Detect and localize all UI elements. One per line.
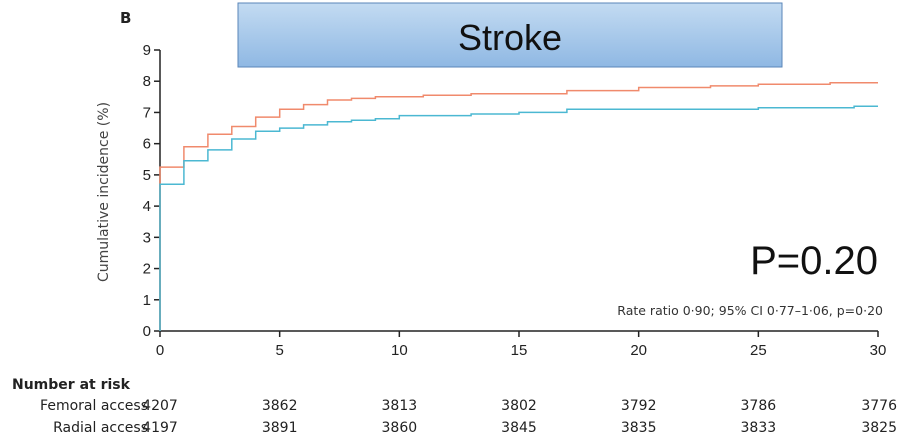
x-tick-label: 25 [750, 342, 767, 359]
risk-value: 3862 [262, 398, 298, 414]
risk-value: 3802 [501, 398, 537, 414]
chart-title: Stroke [458, 17, 562, 58]
risk-value: 3792 [621, 398, 657, 414]
y-tick-label: 5 [143, 167, 151, 184]
y-tick-label: 1 [143, 292, 151, 309]
rate-ratio-annotation: Rate ratio 0·90; 95% CI 0·77–1·06, p=0·2… [617, 303, 883, 318]
risk-value: 4207 [142, 398, 178, 414]
risk-value: 3825 [861, 420, 897, 436]
x-tick-label: 20 [630, 342, 647, 359]
x-axis-ticks: 0 5 10 15 20 25 30 [156, 331, 887, 359]
y-axis-ticks: 0 1 2 3 4 5 6 7 8 9 [143, 42, 160, 340]
risk-row-label: Radial access [53, 420, 148, 436]
title-box [237, 2, 783, 68]
x-tick-label: 5 [275, 342, 283, 359]
risk-row-label: Femoral access [40, 398, 148, 414]
risk-value: 3835 [621, 420, 657, 436]
risk-value: 3833 [741, 420, 777, 436]
series-line-radial-access [159, 105, 878, 331]
risk-value: 3813 [382, 398, 418, 414]
p-value-label: P=0.20 [750, 239, 878, 283]
x-tick-label: 10 [391, 342, 408, 359]
risk-value: 3786 [741, 398, 777, 414]
y-tick-label: 7 [143, 104, 151, 121]
y-axis-label: Cumulative incidence (%) [96, 102, 112, 282]
y-tick-label: 3 [143, 229, 151, 246]
panel-label: B [120, 9, 131, 27]
y-tick-label: 8 [143, 73, 151, 90]
axes [159, 50, 878, 332]
y-tick-label: 9 [143, 42, 151, 59]
x-tick-label: 0 [156, 342, 164, 359]
x-tick-label: 30 [870, 342, 887, 359]
x-tick-label: 15 [511, 342, 528, 359]
y-tick-label: 0 [143, 323, 151, 340]
y-tick-label: 2 [143, 261, 151, 278]
risk-value: 4197 [142, 420, 178, 436]
risk-value: 3845 [501, 420, 537, 436]
series-line-femoral-access [159, 82, 878, 331]
risk-table-title: Number at risk [12, 377, 131, 393]
y-tick-label: 6 [143, 136, 151, 153]
risk-value: 3860 [382, 420, 418, 436]
risk-value: 3776 [861, 398, 897, 414]
risk-value: 3891 [262, 420, 298, 436]
series-lines [159, 82, 878, 331]
y-tick-label: 4 [143, 198, 151, 215]
